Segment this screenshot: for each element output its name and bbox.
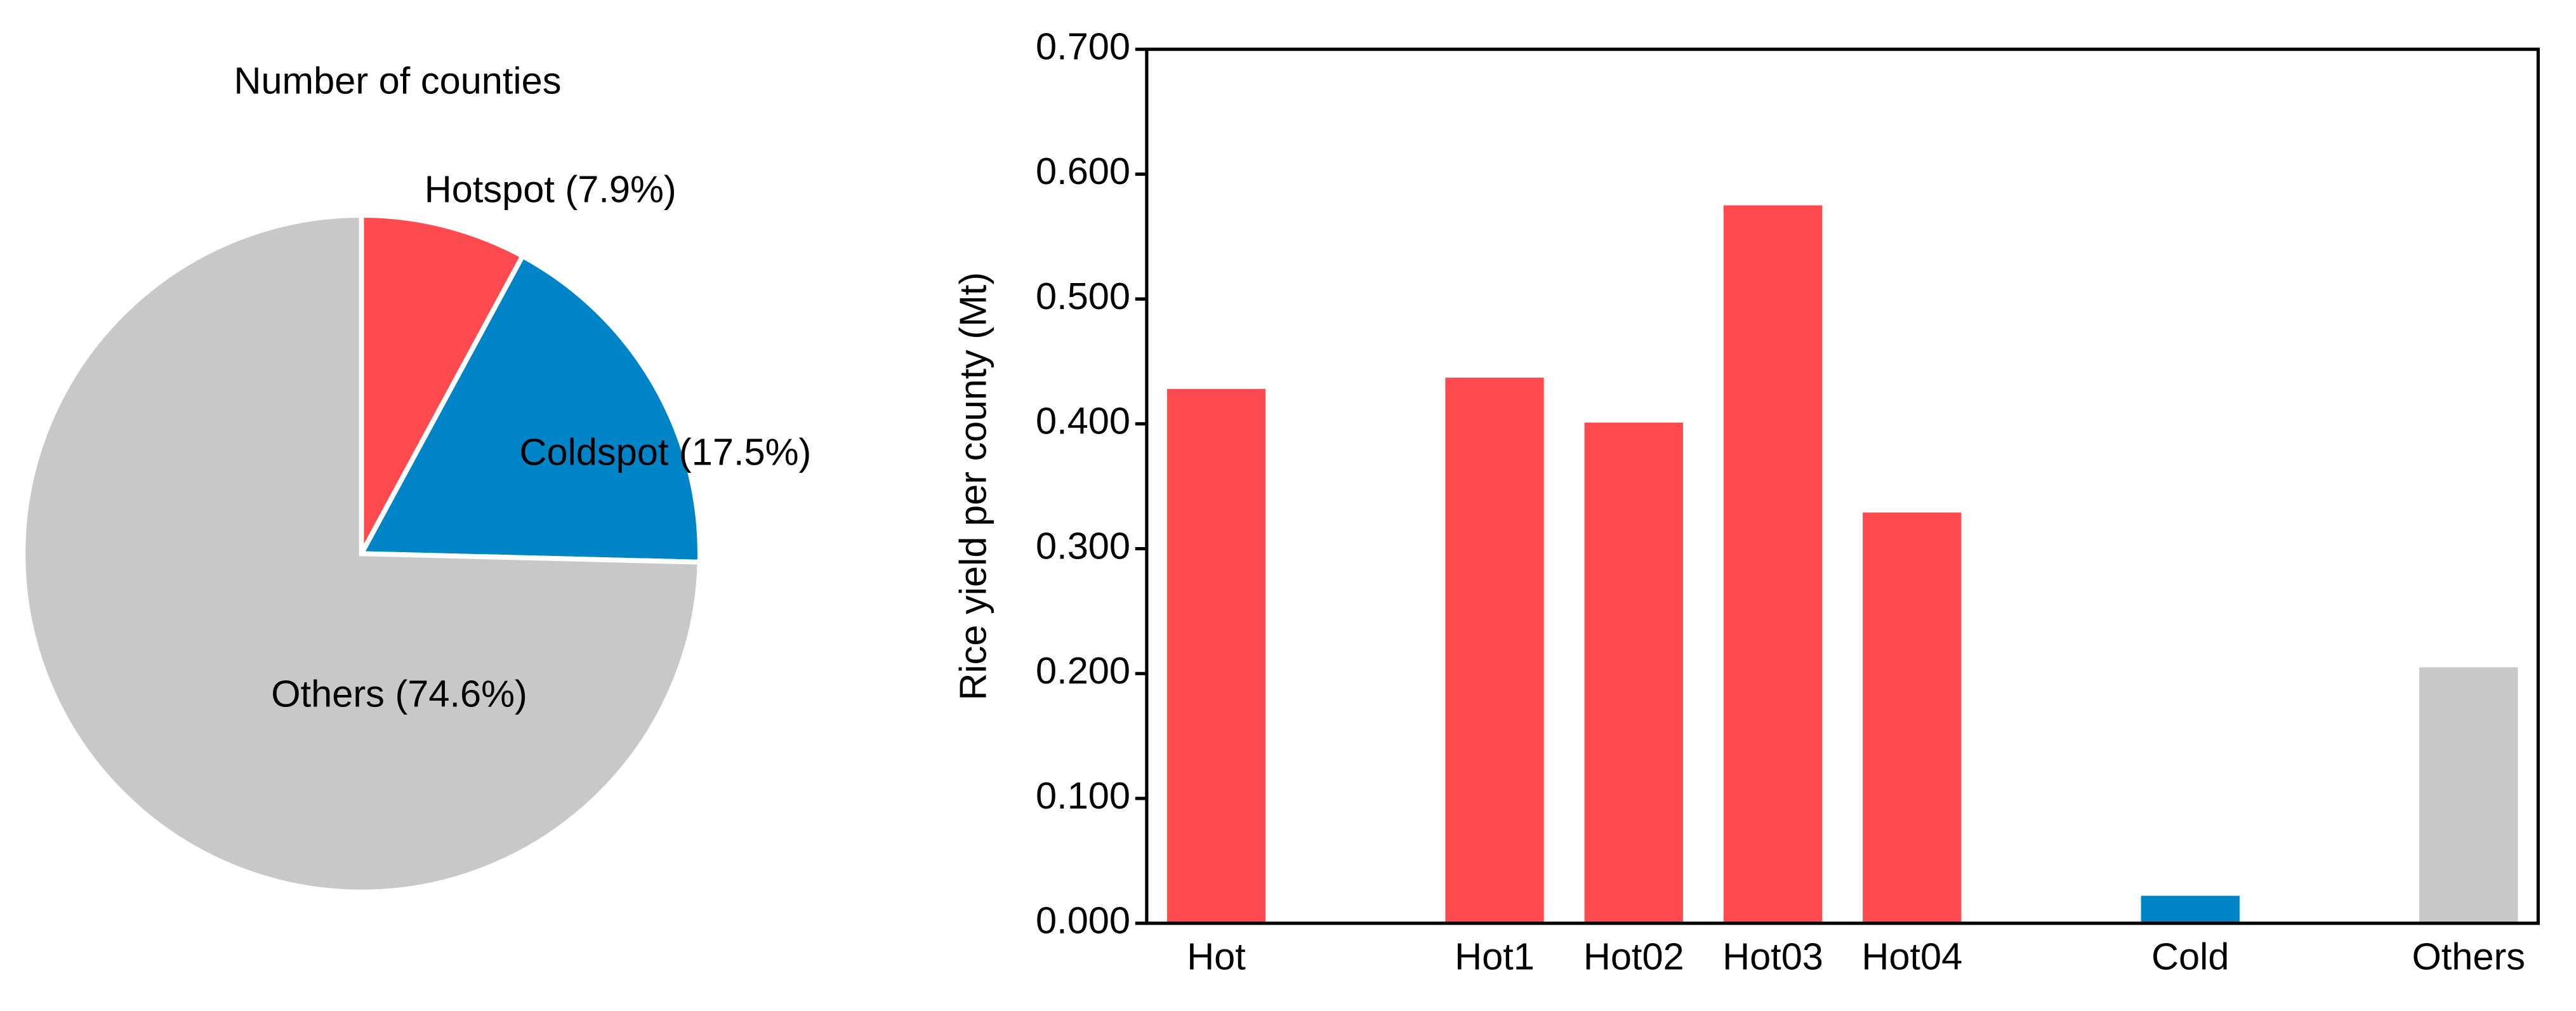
slice-label: Coldspot (17.5%) [520,431,812,473]
y-tick-label: 0.400 [1036,400,1130,442]
x-tick-label: Hot1 [1455,935,1535,977]
y-tick-label: 0.300 [1036,524,1130,567]
bar [1166,388,1266,923]
x-tick-label: Hot [1187,935,1246,977]
pie-slice [359,213,526,555]
y-tick-label: 0.000 [1036,899,1130,941]
x-tick-label: Hot03 [1722,935,1823,977]
y-tick-label: 0.500 [1036,275,1130,317]
bar [1863,512,1962,923]
bar [2141,895,2240,923]
bar [2419,667,2518,923]
bar [1723,205,1823,923]
pie-slice [20,213,703,895]
y-axis-label: Rice yield per county (Mt) [951,272,994,701]
x-tick-label: Others [2412,935,2525,977]
pie-slice [357,253,703,565]
y-tick-label: 0.700 [1036,25,1130,67]
y-tick-label: 0.100 [1036,774,1130,817]
y-tick-label: 0.200 [1036,649,1130,692]
y-tick-label: 0.600 [1036,150,1130,192]
bar [1584,422,1683,923]
x-tick-label: Hot02 [1583,935,1684,977]
x-tick-label: Cold [2151,935,2229,977]
plot-frame [1145,48,2540,925]
bar [1445,378,1544,923]
slice-label: Others (74.6%) [271,672,527,715]
slice-label: Hotspot (7.9%) [425,168,677,211]
x-tick-label: Hot04 [1861,935,1962,977]
pie-title: Number of counties [234,60,561,102]
